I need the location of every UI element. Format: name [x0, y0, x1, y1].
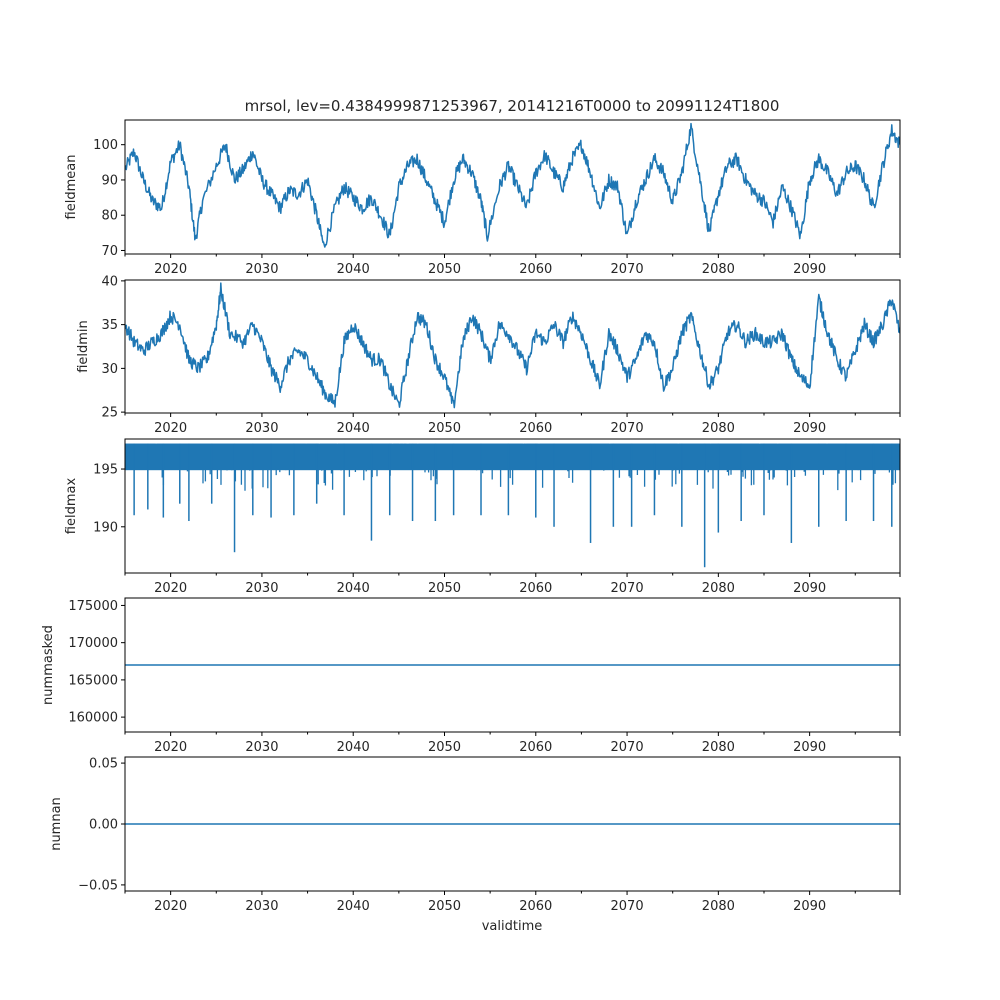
y-tick-label: 35: [101, 318, 118, 333]
axes-frame: [124, 597, 901, 733]
x-tick-label: 2050: [428, 740, 461, 755]
y-axis-label: fieldmin: [76, 320, 91, 373]
x-tick-label: 2060: [519, 421, 552, 436]
x-tick-label: 2050: [428, 262, 461, 277]
x-axis-label: validtime: [482, 919, 543, 934]
x-tick-label: 2080: [702, 899, 735, 914]
y-tick-label: 0.05: [89, 757, 118, 772]
x-tick-label: 2090: [793, 421, 826, 436]
y-tick-label: 175000: [68, 599, 118, 614]
panel-fieldmean: 70 80 90 100 2020 2030 2040 2050 2060 2070 2080 209…: [64, 119, 901, 277]
x-tick-label: 2070: [611, 421, 644, 436]
y-tick-label: 190: [93, 520, 118, 535]
panel-fieldmax: 190 195 2020 2030 2040 2050 2060 2070 2080 2090 fi…: [64, 438, 901, 596]
x-tick-label: 2090: [793, 581, 826, 596]
series-line-fieldmean: [125, 122, 900, 248]
y-tick-label: 80: [101, 209, 118, 224]
y-tick-label: 90: [101, 173, 118, 188]
y-axis-label: nummasked: [41, 625, 56, 705]
axes-frame: [124, 279, 901, 414]
series-fieldmax: [125, 443, 900, 568]
series-fieldmean: [125, 122, 900, 248]
x-tick-label: 2070: [611, 740, 644, 755]
series-fieldmin: [125, 282, 900, 409]
x-tick-label: 2040: [337, 262, 370, 277]
y-tick-label: 100: [93, 138, 118, 153]
y-axis-label: numnan: [49, 797, 64, 851]
x-tick-label: 2020: [154, 262, 187, 277]
x-tick-label: 2090: [793, 899, 826, 914]
x-tick-label: 2040: [337, 899, 370, 914]
chart-title: mrsol, lev=0.4384999871253967, 20141216T…: [245, 97, 780, 115]
y-tick-label: 25: [101, 406, 118, 421]
y-tick-label: 160000: [68, 711, 118, 726]
x-tick-label: 2080: [702, 262, 735, 277]
x-tick-label: 2040: [337, 421, 370, 436]
y-tick-label: 195: [93, 463, 118, 478]
panels: 70 80 90 100 2020 2030 2040 2050 2060 2070 2080 209…: [41, 119, 901, 914]
x-tick-label: 2020: [154, 899, 187, 914]
y-tick-label: 30: [101, 362, 118, 377]
y-tick-label: 170000: [68, 636, 118, 651]
x-tick-label: 2020: [154, 421, 187, 436]
x-tick-label: 2020: [154, 581, 187, 596]
series-line-fieldmin: [125, 282, 900, 409]
x-tick-label: 2030: [245, 740, 278, 755]
y-tick-label: 165000: [68, 673, 118, 688]
y-tick-label: −0.05: [78, 878, 118, 893]
x-tick-label: 2050: [428, 899, 461, 914]
x-tick-label: 2070: [611, 262, 644, 277]
y-tick-label: 70: [101, 244, 118, 259]
x-tick-label: 2080: [702, 581, 735, 596]
y-tick-label: 40: [101, 274, 118, 289]
y-axis-label: fieldmax: [64, 478, 79, 535]
x-tick-label: 2050: [428, 581, 461, 596]
axes-frame: [124, 119, 901, 255]
x-tick-label: 2060: [519, 740, 552, 755]
x-tick-label: 2080: [702, 421, 735, 436]
x-tick-label: 2030: [245, 262, 278, 277]
axes-frame: [124, 438, 901, 574]
x-tick-label: 2060: [519, 262, 552, 277]
x-tick-label: 2060: [519, 581, 552, 596]
x-tick-label: 2040: [337, 581, 370, 596]
x-tick-label: 2020: [154, 740, 187, 755]
panel-nummasked: 160000 165000 170000 175000 2020 2030 2040 2050…: [41, 597, 901, 755]
x-tick-label: 2030: [245, 899, 278, 914]
x-tick-label: 2090: [793, 740, 826, 755]
series-band-fieldmax: [125, 443, 900, 471]
x-tick-label: 2030: [245, 421, 278, 436]
x-tick-label: 2040: [337, 740, 370, 755]
x-tick-label: 2030: [245, 581, 278, 596]
panel-fieldmin: 25 30 35 40 2020 2030 2040 2050 2060 2070 2080 2090…: [76, 274, 901, 436]
x-tick-label: 2070: [611, 581, 644, 596]
y-tick-label: 0.00: [89, 818, 118, 833]
x-tick-label: 2090: [793, 262, 826, 277]
panel-numnan: −0.05 0.00 0.05 2020 2030 2040 2050 2060 2070 208…: [49, 756, 901, 914]
x-tick-label: 2050: [428, 421, 461, 436]
x-tick-label: 2080: [702, 740, 735, 755]
x-tick-label: 2070: [611, 899, 644, 914]
y-axis-label: fieldmean: [64, 155, 79, 220]
x-tick-label: 2060: [519, 899, 552, 914]
